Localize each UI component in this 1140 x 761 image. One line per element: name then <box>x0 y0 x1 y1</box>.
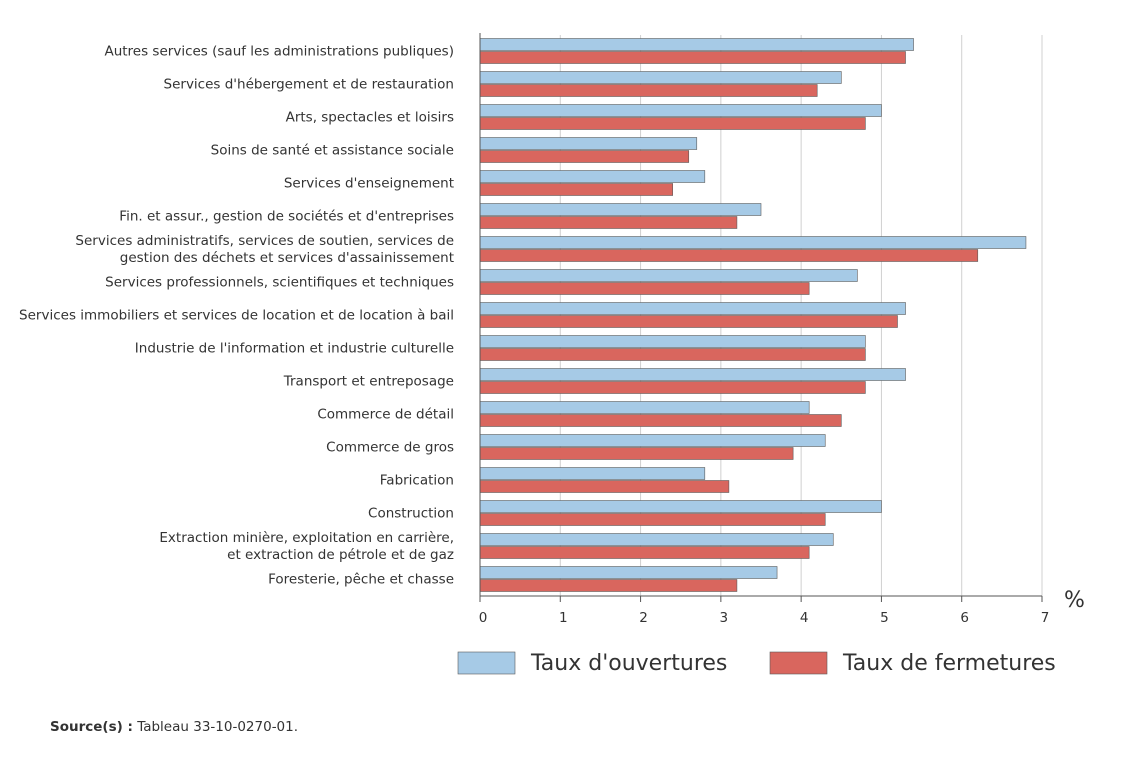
y-tick-label: gestion des déchets et services d'assain… <box>120 250 454 266</box>
y-tick-label: Foresterie, pêche et chasse <box>268 572 454 588</box>
bar <box>479 302 906 315</box>
bar <box>479 348 866 361</box>
y-tick-label: Services immobiliers et services de loca… <box>19 308 454 324</box>
y-tick-label: Services d'hébergement et de restauratio… <box>164 77 454 93</box>
y-tick-label: Fabrication <box>380 473 454 489</box>
source-text: Tableau 33-10-0270-01. <box>136 719 298 735</box>
y-tick-label: Extraction minière, exploitation en carr… <box>159 530 454 546</box>
bar <box>479 249 979 262</box>
bar <box>479 71 842 84</box>
legend-swatch <box>457 651 516 675</box>
y-tick-label: Services professionnels, scientifiques e… <box>105 275 454 291</box>
y-tick-label: et extraction de pétrole et de gaz <box>227 547 454 563</box>
bar <box>479 500 882 513</box>
bar <box>479 401 810 414</box>
bar <box>479 381 866 394</box>
bar <box>479 183 673 196</box>
bar <box>479 480 730 493</box>
legend-label: Taux de fermetures <box>842 651 1056 676</box>
bar <box>479 513 826 526</box>
legend-swatch <box>769 651 828 675</box>
x-tick-label: 4 <box>800 610 809 626</box>
bar <box>479 579 738 592</box>
bar <box>479 434 826 447</box>
axis-unit: % <box>1064 588 1085 613</box>
bar <box>479 467 706 480</box>
source-label: Source(s) : <box>50 719 133 735</box>
y-tick-label: Arts, spectacles et loisirs <box>286 110 454 126</box>
y-tick-label: Autres services (sauf les administration… <box>104 44 454 60</box>
y-tick-label: Commerce de gros <box>326 440 454 456</box>
bar <box>479 51 906 64</box>
bar <box>479 38 914 51</box>
y-tick-label: Transport et entreposage <box>283 374 454 390</box>
bar <box>479 236 1027 249</box>
bar <box>479 447 794 460</box>
bar <box>479 150 690 163</box>
bar <box>479 282 810 295</box>
bar <box>479 566 778 579</box>
y-tick-label: Soins de santé et assistance sociale <box>211 143 454 159</box>
x-tick-label: 1 <box>559 610 568 626</box>
bar <box>479 315 898 328</box>
source-note: Source(s) : Tableau 33-10-0270-01. <box>50 719 298 735</box>
legend-label: Taux d'ouvertures <box>530 651 727 676</box>
x-tick-label: 5 <box>880 610 889 626</box>
bar <box>479 84 818 97</box>
bar <box>479 170 706 183</box>
y-tick-label: Commerce de détail <box>317 407 454 423</box>
bar <box>479 269 858 282</box>
y-tick-label: Construction <box>368 506 454 522</box>
bar <box>479 104 882 117</box>
bar <box>479 335 866 348</box>
y-tick-label: Services administratifs, services de sou… <box>75 233 454 249</box>
bar <box>479 216 738 229</box>
bar <box>479 117 866 130</box>
bar <box>479 414 842 427</box>
x-tick-label: 7 <box>1041 610 1050 626</box>
x-tick-label: 0 <box>479 610 488 626</box>
bar <box>479 546 810 559</box>
x-tick-label: 6 <box>960 610 969 626</box>
bar <box>479 533 834 546</box>
bar <box>479 203 762 216</box>
y-tick-label: Services d'enseignement <box>284 176 454 192</box>
y-tick-label: Fin. et assur., gestion de sociétés et d… <box>119 209 454 225</box>
y-tick-label: Industrie de l'information et industrie … <box>135 341 454 357</box>
x-tick-label: 3 <box>720 610 729 626</box>
x-tick-label: 2 <box>639 610 648 626</box>
bar <box>479 368 906 381</box>
bar <box>479 137 698 150</box>
